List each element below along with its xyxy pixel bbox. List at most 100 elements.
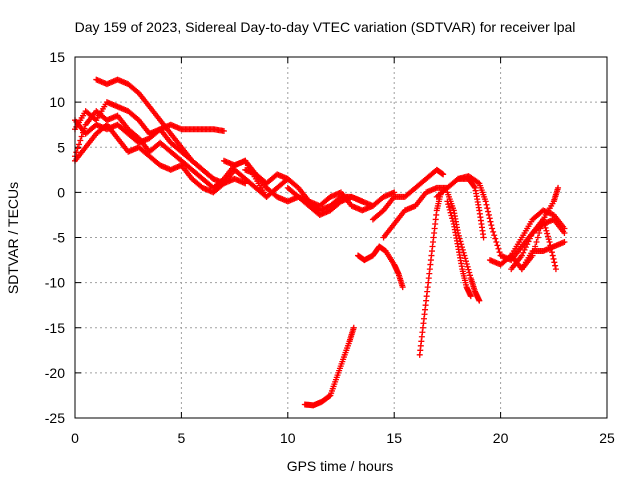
y-axis-label: SDTVAR / TECUs [5, 182, 21, 294]
y-tick-label: -25 [45, 410, 65, 426]
y-tick-label: -20 [45, 365, 65, 381]
data-point [537, 225, 544, 232]
data-point [518, 252, 525, 259]
series-track-12 [380, 184, 451, 241]
y-tick-label: -5 [53, 230, 66, 246]
data-point [445, 201, 452, 208]
data-point [545, 236, 552, 243]
data-point [561, 225, 568, 232]
data-point [540, 219, 547, 226]
y-tick-label: 0 [57, 184, 65, 200]
data-point [552, 266, 559, 273]
x-axis-label: GPS time / hours [287, 458, 394, 474]
data-point [524, 241, 531, 248]
data-point [488, 222, 495, 229]
data-point [542, 224, 549, 231]
data-point [445, 204, 452, 211]
data-point [522, 244, 529, 251]
data-point [465, 266, 472, 273]
chart-title: Day 159 of 2023, Sidereal Day-to-day VTE… [75, 19, 576, 35]
data-point [555, 184, 562, 191]
data-point [466, 269, 473, 276]
data-point [444, 198, 451, 205]
data-point [492, 235, 499, 242]
y-tick-label: -15 [45, 320, 65, 336]
data-point [521, 246, 528, 253]
data-marks [72, 76, 568, 409]
data-point [74, 145, 81, 152]
data-point [75, 141, 82, 148]
data-point [447, 209, 454, 216]
data-point [464, 263, 471, 270]
data-point [548, 249, 555, 256]
data-point [528, 232, 535, 239]
series-track-9 [301, 324, 357, 409]
data-point [529, 252, 536, 259]
data-point [449, 218, 456, 225]
x-tick-label: 0 [71, 430, 79, 446]
data-point [462, 255, 469, 262]
data-point [467, 293, 474, 300]
data-point [491, 232, 498, 239]
data-point [134, 116, 141, 123]
data-point [525, 238, 532, 245]
data-point [493, 239, 500, 246]
data-point [487, 218, 494, 225]
series-track-16 [444, 198, 474, 300]
data-point [533, 239, 540, 246]
series-track-7 [242, 166, 366, 218]
data-point [78, 133, 85, 140]
data-point [446, 206, 453, 213]
axis-ticks: 0 5 10 15 20 25 -25 -20 -15 -10 -5 0 5 10 15 [45, 49, 615, 446]
data-point [476, 297, 483, 304]
data-point [534, 234, 541, 241]
data-point [474, 179, 481, 186]
data-point [552, 262, 559, 269]
data-point [540, 216, 547, 223]
data-point [489, 225, 496, 232]
data-point [495, 245, 502, 252]
data-point [544, 233, 551, 240]
x-tick-label: 25 [599, 430, 615, 446]
data-point [482, 198, 489, 205]
series-track-13 [416, 189, 445, 358]
data-point [379, 208, 386, 215]
data-point [520, 249, 527, 256]
x-tick-label: 20 [493, 430, 509, 446]
data-point [544, 230, 551, 237]
data-point [561, 239, 568, 246]
data-point [486, 215, 493, 222]
x-tick-label: 5 [178, 430, 186, 446]
data-point [77, 137, 84, 144]
data-point [440, 171, 447, 178]
data-point [134, 88, 141, 95]
series-track-11 [369, 166, 447, 223]
data-point [242, 180, 249, 187]
data-point [483, 201, 490, 208]
data-point [485, 208, 492, 215]
data-point [550, 255, 557, 262]
data-point [480, 234, 487, 241]
data-point [467, 272, 474, 279]
y-tick-label: 10 [49, 94, 65, 110]
series-track-21 [518, 216, 559, 273]
data-point [484, 205, 491, 212]
data-point [399, 284, 406, 291]
y-tick-label: -10 [45, 275, 65, 291]
data-point [548, 245, 555, 252]
data-point [526, 235, 533, 242]
x-tick-label: 10 [280, 430, 296, 446]
series-track-1 [72, 121, 291, 200]
data-point [448, 212, 455, 219]
data-point [463, 258, 470, 265]
data-point [530, 248, 537, 255]
data-point [536, 229, 543, 236]
series-track-10 [355, 243, 406, 291]
data-point [326, 393, 333, 400]
data-point [549, 252, 556, 259]
y-tick-label: 15 [49, 49, 65, 65]
data-point [471, 183, 478, 190]
y-tick-label: 5 [57, 139, 65, 155]
series-track-3 [72, 99, 217, 182]
